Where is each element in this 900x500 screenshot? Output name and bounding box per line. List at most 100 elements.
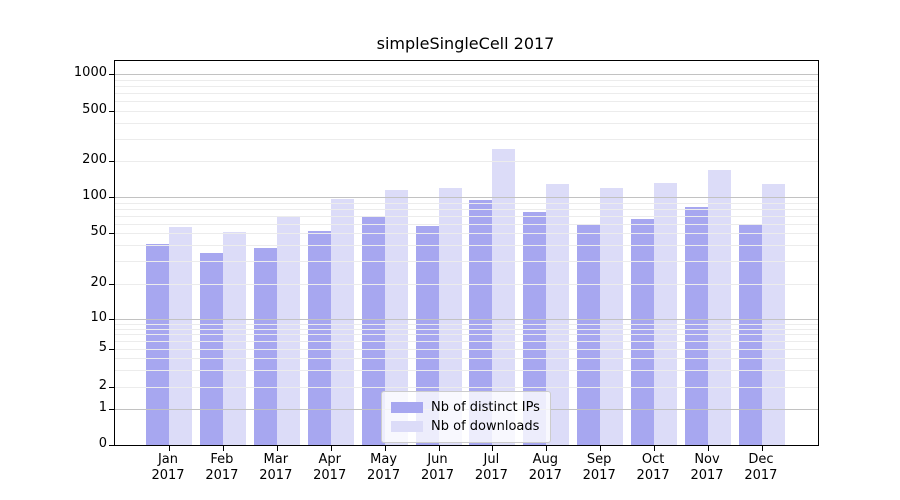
x-axis-month: Mar [263, 452, 289, 467]
x-axis-month: Jan [157, 452, 179, 467]
gridline-minor [115, 101, 818, 103]
gridline-minor [115, 202, 818, 204]
gridline-major [115, 74, 818, 75]
y-axis-tick-label: 0 [98, 436, 107, 451]
gridline-major [115, 197, 818, 198]
gridline-minor [115, 215, 818, 217]
x-axis-month: Oct [641, 452, 665, 467]
legend-box: Nb of distinct IPs Nb of downloads [381, 391, 551, 443]
bar-downloads-may [384, 190, 408, 445]
bar-downloads-jan [169, 227, 192, 445]
bar-ips-nov [685, 207, 708, 445]
legend-item: Nb of distinct IPs [391, 398, 540, 417]
y-axis-tick [109, 319, 114, 320]
x-axis-label-jul: Jul 2017 [464, 452, 518, 484]
x-axis-tick [276, 446, 278, 451]
y-axis-tick-label: 2 [98, 378, 107, 393]
y-axis-tick-label: 200 [82, 152, 107, 167]
gridline-minor [115, 233, 818, 234]
plot-area: Nb of distinct IPs Nb of downloads [109, 60, 819, 451]
x-axis-label-aug: Aug 2017 [518, 452, 572, 484]
legend-item: Nb of downloads [391, 417, 540, 436]
bar-ips-jun [415, 226, 439, 445]
gridline-minor [115, 138, 818, 140]
x-axis-tick [708, 446, 709, 451]
bar-ips-oct [631, 219, 655, 445]
x-axis-label-dec: Dec 2017 [734, 452, 788, 484]
gridline-minor [115, 387, 818, 388]
bar-ips-mar [253, 248, 277, 445]
x-axis-year: 2017 [690, 468, 724, 483]
y-axis-tick [109, 409, 114, 410]
y-axis-tick-label: 1000 [73, 65, 107, 80]
bar-downloads-oct [654, 183, 678, 445]
y-axis-tick [109, 197, 114, 198]
x-axis-month: Jul [483, 452, 500, 467]
x-axis-year: 2017 [151, 468, 185, 483]
x-axis-month: Aug [532, 452, 558, 467]
x-axis-year: 2017 [313, 468, 347, 483]
bar-downloads-feb [222, 232, 246, 445]
y-axis-tick [109, 111, 114, 112]
bar-downloads-dec [761, 184, 785, 445]
gridline-major [115, 319, 818, 320]
gridline-minor [115, 85, 818, 87]
y-axis-tick [109, 161, 114, 162]
x-axis-label-mar: Mar 2017 [249, 452, 303, 484]
x-axis-month: Apr [318, 452, 341, 467]
gridline-minor [115, 358, 818, 360]
legend-label: Nb of downloads [431, 419, 540, 434]
bar-downloads-sep [600, 188, 624, 445]
y-axis-tick-label: 100 [82, 188, 107, 203]
legend-swatch-ips [391, 402, 423, 413]
x-axis-year: 2017 [744, 468, 778, 483]
gridline-minor [115, 208, 818, 210]
x-axis-tick [546, 446, 548, 451]
gridline-minor [115, 161, 818, 162]
x-axis-tick [330, 446, 332, 451]
bar-ips-jan [146, 244, 169, 445]
y-axis-tick-label: 10 [90, 310, 107, 325]
y-axis-tick-label: 50 [90, 224, 107, 239]
gridline-minor [115, 261, 818, 263]
x-axis-label-feb: Feb 2017 [195, 452, 249, 484]
x-axis-month: Feb [210, 452, 234, 467]
gridline-minor [115, 123, 818, 125]
x-axis-month: Dec [748, 452, 774, 467]
legend-label: Nb of distinct IPs [431, 400, 540, 415]
x-axis-tick [169, 446, 170, 451]
y-axis-tick [109, 349, 114, 350]
bar-ips-feb [199, 252, 223, 445]
x-axis-month: Jun [427, 452, 448, 467]
gridline-minor [115, 349, 818, 350]
gridline-minor [115, 328, 818, 330]
x-axis-tick [222, 446, 224, 451]
x-axis-tick [384, 446, 386, 451]
y-axis-tick-label: 1 [98, 400, 107, 415]
bar-downloads-aug [546, 184, 570, 445]
x-axis-year: 2017 [636, 468, 670, 483]
x-axis-year: 2017 [528, 468, 562, 483]
bar-downloads-nov [708, 170, 731, 445]
x-axis-tick [654, 446, 656, 451]
gridline-minor [115, 323, 818, 325]
gridline-minor [115, 245, 818, 247]
y-axis-tick [109, 445, 114, 446]
x-axis-year: 2017 [367, 468, 401, 483]
gridline-minor [115, 334, 818, 336]
bar-downloads-apr [330, 198, 354, 445]
x-axis-tick [600, 446, 602, 451]
x-axis-tick [438, 446, 440, 451]
bar-downloads-mar [276, 215, 300, 445]
x-axis-year: 2017 [474, 468, 508, 483]
y-axis-tick [109, 233, 114, 234]
x-axis-month: Nov [694, 452, 720, 467]
y-axis-tick [109, 284, 114, 285]
bar-ips-sep [577, 223, 601, 445]
x-axis-label-nov: Nov 2017 [680, 452, 734, 484]
legend-swatch-downloads [391, 421, 423, 432]
gridline-minor [115, 79, 818, 81]
chart-title: simpleSingleCell 2017 [376, 34, 555, 53]
x-axis-label-apr: Apr 2017 [303, 452, 357, 484]
